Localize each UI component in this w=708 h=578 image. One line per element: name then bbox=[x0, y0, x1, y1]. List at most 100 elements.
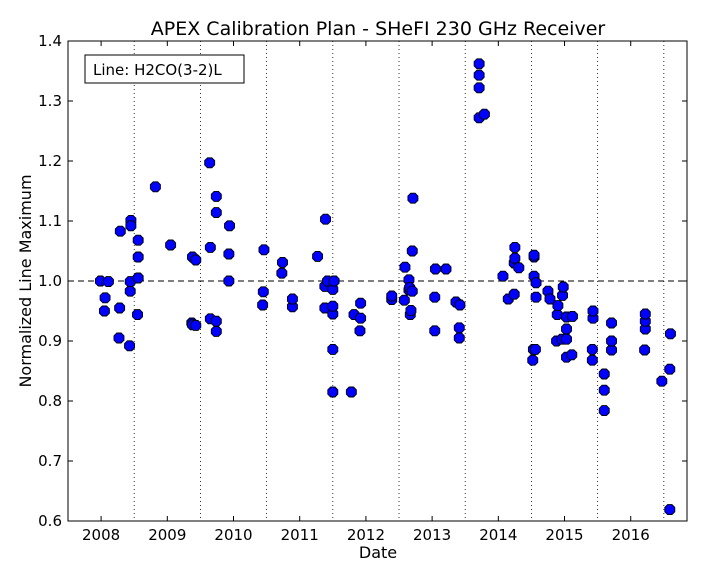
data-point bbox=[210, 325, 222, 337]
data-point bbox=[552, 300, 564, 312]
data-point bbox=[327, 386, 339, 398]
chart-title: APEX Calibration Plan - SHeFI 230 GHz Re… bbox=[151, 18, 606, 40]
data-point bbox=[124, 340, 136, 352]
axis-ticks: 2008 2009 2010 2011 2012 2013 2014 2015 2016 0.6 0… bbox=[38, 32, 687, 544]
data-point bbox=[224, 220, 235, 232]
data-point bbox=[530, 277, 542, 289]
data-point bbox=[257, 286, 269, 298]
y-tick-label: 0.6 bbox=[38, 512, 62, 530]
annotation-text: Line: H2CO(3-2)L bbox=[93, 61, 222, 79]
data-point bbox=[257, 299, 269, 311]
x-tick-label: 2011 bbox=[281, 526, 319, 544]
data-point bbox=[664, 504, 676, 516]
y-tick-label: 1.0 bbox=[38, 272, 62, 290]
data-point bbox=[276, 267, 288, 279]
data-point bbox=[132, 251, 144, 263]
data-point bbox=[664, 328, 676, 340]
data-point bbox=[561, 333, 572, 345]
data-point bbox=[587, 305, 599, 317]
data-point bbox=[639, 344, 651, 356]
x-tick-label: 2013 bbox=[413, 526, 451, 544]
data-point bbox=[561, 323, 572, 335]
data-point bbox=[320, 213, 331, 225]
data-point bbox=[527, 354, 539, 366]
data-point bbox=[132, 309, 143, 321]
data-point bbox=[567, 310, 578, 322]
data-point bbox=[398, 294, 410, 306]
data-point bbox=[639, 308, 651, 320]
x-tick-label: 2014 bbox=[479, 526, 517, 544]
y-tick-label: 0.7 bbox=[38, 452, 62, 470]
data-point bbox=[406, 285, 418, 297]
data-point bbox=[327, 300, 339, 312]
y-tick-label: 1.1 bbox=[38, 212, 62, 230]
data-point bbox=[473, 69, 485, 81]
data-point bbox=[354, 325, 366, 337]
data-point bbox=[355, 312, 367, 324]
data-point bbox=[473, 58, 485, 70]
data-point bbox=[113, 332, 125, 344]
data-point bbox=[473, 82, 485, 94]
x-tick-label: 2012 bbox=[347, 526, 385, 544]
annotation-frame bbox=[84, 54, 245, 84]
data-point bbox=[386, 290, 398, 302]
data-point bbox=[508, 288, 520, 300]
data-point bbox=[453, 322, 465, 334]
data-point bbox=[114, 225, 126, 237]
data-point bbox=[454, 299, 466, 311]
data-point bbox=[429, 291, 441, 303]
data-point bbox=[529, 343, 541, 355]
x-axis-label: Date bbox=[359, 543, 397, 562]
data-point bbox=[328, 275, 340, 287]
data-point bbox=[210, 207, 222, 219]
data-point bbox=[98, 305, 110, 317]
data-point bbox=[223, 275, 235, 287]
data-point bbox=[606, 335, 617, 347]
data-point bbox=[286, 293, 298, 305]
data-point bbox=[345, 386, 357, 398]
y-tick-label: 0.9 bbox=[38, 332, 62, 350]
data-point bbox=[124, 285, 136, 297]
data-point bbox=[528, 249, 540, 261]
data-point bbox=[551, 309, 563, 321]
y-tick-label: 0.8 bbox=[38, 392, 62, 410]
data-point bbox=[99, 292, 111, 304]
data-point bbox=[407, 192, 419, 204]
data-point bbox=[530, 291, 542, 303]
data-point bbox=[204, 157, 216, 169]
data-point bbox=[204, 241, 216, 253]
x-tick-label: 2015 bbox=[545, 526, 583, 544]
data-point bbox=[566, 349, 578, 361]
data-point bbox=[513, 262, 525, 274]
data-point bbox=[114, 302, 126, 314]
x-tick-label: 2010 bbox=[214, 526, 252, 544]
data-point bbox=[190, 319, 202, 331]
data-point bbox=[258, 244, 270, 256]
data-point bbox=[429, 263, 441, 275]
x-tick-label: 2008 bbox=[82, 526, 120, 544]
y-tick-label: 1.4 bbox=[38, 32, 62, 50]
data-point bbox=[606, 317, 617, 329]
data-point bbox=[598, 384, 610, 396]
data-points bbox=[94, 58, 676, 516]
data-point bbox=[656, 375, 668, 387]
data-point bbox=[149, 181, 161, 193]
data-point bbox=[509, 241, 521, 253]
data-point bbox=[557, 281, 569, 293]
data-point bbox=[586, 354, 598, 366]
data-point bbox=[165, 239, 177, 251]
data-point bbox=[102, 276, 114, 288]
data-point bbox=[405, 304, 417, 316]
data-point bbox=[327, 343, 339, 355]
data-point bbox=[355, 297, 367, 309]
data-point bbox=[277, 256, 288, 268]
data-point bbox=[598, 405, 610, 417]
data-point bbox=[406, 245, 418, 257]
data-point bbox=[478, 108, 490, 120]
data-point bbox=[429, 325, 441, 337]
y-tick-label: 1.3 bbox=[38, 92, 62, 110]
data-point bbox=[598, 368, 610, 380]
data-point bbox=[606, 344, 617, 356]
data-point bbox=[509, 252, 521, 264]
